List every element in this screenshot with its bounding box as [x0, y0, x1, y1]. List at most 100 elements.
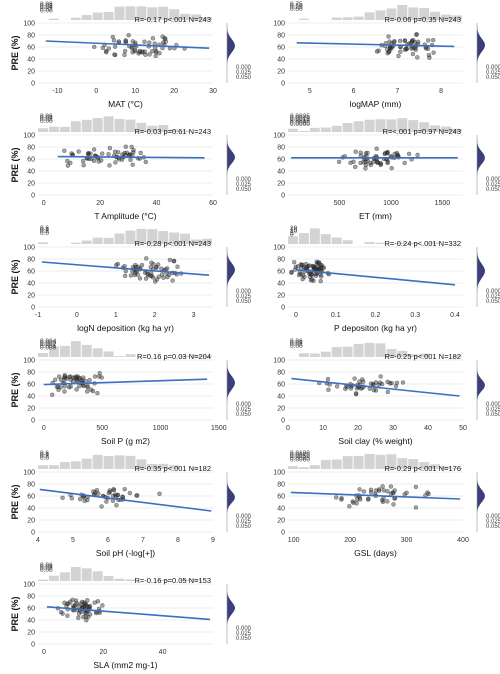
hist-bar: [397, 4, 408, 20]
hist-bar: [169, 129, 180, 132]
data-point: [398, 49, 403, 54]
hist-bar: [125, 579, 136, 581]
data-point: [348, 386, 354, 391]
hist-bar: [38, 579, 48, 581]
density-tick-label: 0.000: [236, 177, 252, 183]
data-point: [151, 262, 156, 267]
stats-label: R=-0.35 p<.001 N=182: [134, 464, 211, 473]
x-tick-label: 0.3: [410, 312, 420, 319]
data-point: [353, 149, 358, 155]
data-point: [304, 265, 309, 271]
data-point: [354, 391, 359, 396]
data-point: [96, 159, 101, 164]
top-histogram: 0.60.40.20.0: [38, 225, 212, 244]
x-tick-label: 20: [354, 425, 362, 432]
density-shape: [477, 135, 485, 195]
x-tick-label: 500: [334, 200, 346, 207]
data-point: [165, 274, 170, 280]
hist-bar: [158, 125, 169, 132]
data-point: [307, 263, 312, 268]
density-tick-label: 0.025: [236, 407, 252, 413]
data-point: [81, 375, 86, 380]
data-point: [171, 259, 177, 264]
data-point: [334, 384, 340, 389]
hist-bar: [158, 6, 169, 20]
data-point: [128, 273, 134, 278]
data-point: [410, 51, 416, 57]
x-axis-label: T Amplitude (°C): [94, 211, 156, 221]
hist-bar: [38, 128, 48, 132]
hist-bar: [38, 242, 48, 244]
density-shape: [227, 360, 235, 420]
data-point: [386, 34, 391, 39]
data-point: [365, 150, 370, 156]
density-tick-label: 0.050: [486, 187, 500, 193]
hist-bar: [353, 16, 364, 20]
hist-bar: [70, 17, 81, 20]
y-tick-label: 40: [27, 618, 35, 625]
x-tick-label: 5: [308, 88, 312, 95]
hist-bar: [331, 237, 342, 244]
hist-bar: [169, 232, 180, 244]
hist-bar: [48, 575, 59, 581]
scatter-points: [289, 259, 332, 284]
density-tick-label: 0.050: [486, 412, 500, 418]
hist-bar: [364, 242, 375, 244]
data-point: [143, 159, 149, 165]
data-point: [148, 265, 153, 270]
density-tick-label: 0.025: [486, 182, 500, 188]
hist-bar: [386, 349, 397, 357]
y-tick-label: 60: [27, 45, 35, 52]
data-point: [388, 484, 394, 489]
y-tick-label: 100: [23, 470, 35, 477]
panel-10: 0.01000.00750.00500.00250.00000.0000.025…: [273, 450, 500, 558]
data-point: [69, 496, 75, 501]
x-tick-label: 8: [176, 537, 180, 544]
top-histogram: 0.060.040.020.00: [38, 113, 191, 132]
regression-line: [43, 378, 208, 386]
y-tick-label: 0: [281, 305, 285, 312]
hist-tick-label: 0.0020: [290, 115, 310, 122]
hist-bar: [364, 453, 375, 469]
hist-bar: [114, 455, 125, 469]
data-point: [147, 52, 152, 57]
data-point: [350, 499, 355, 504]
hist-tick-label: 0.0: [40, 230, 49, 237]
hist-bar: [288, 466, 298, 469]
x-tick-label: 1500: [211, 425, 227, 432]
data-point: [402, 38, 408, 43]
data-point: [378, 161, 384, 167]
data-point: [97, 371, 102, 376]
y-tick-label: 40: [277, 506, 285, 513]
data-point: [387, 39, 392, 44]
y-tick-label: 20: [277, 181, 285, 188]
hist-bar: [147, 7, 158, 20]
data-point: [147, 40, 152, 45]
data-point: [68, 384, 73, 389]
data-point: [292, 260, 297, 265]
panel-8: 0.060.040.020.000.0000.0250.050020406080…: [273, 338, 500, 446]
data-point: [99, 504, 104, 509]
regression-line: [295, 269, 456, 286]
hist-bar: [92, 571, 103, 581]
data-point: [385, 159, 390, 165]
data-point: [99, 151, 105, 156]
data-point: [426, 52, 432, 58]
y-tick-label: 100: [23, 582, 35, 589]
hist-bar: [180, 579, 191, 581]
hist-tick-label: 0: [290, 231, 294, 238]
data-point: [393, 384, 399, 389]
hist-bar: [298, 467, 309, 469]
y-tick-label: 60: [277, 382, 285, 389]
x-axis-label: logN deposition (kg ha yr): [77, 323, 174, 333]
x-tick-label: 0.1: [331, 312, 341, 319]
data-point: [129, 144, 134, 150]
data-point: [167, 257, 173, 263]
hist-bar: [70, 567, 81, 581]
y-tick-label: 40: [27, 506, 35, 513]
x-tick-label: 7: [141, 537, 145, 544]
hist-bar: [38, 352, 48, 357]
y-tick-label: 20: [277, 69, 285, 76]
